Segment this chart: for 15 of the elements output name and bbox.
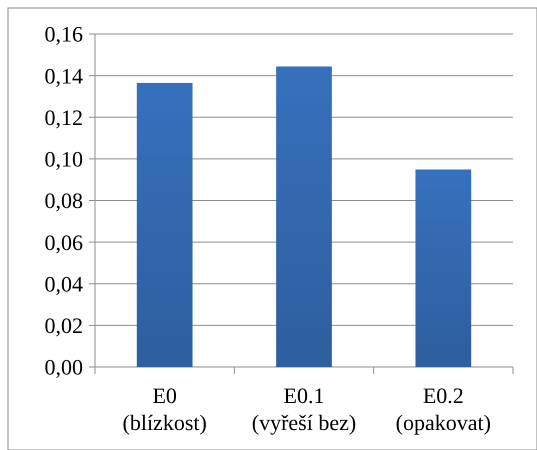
- x-tick-label: E0.2 (opakovat): [396, 383, 491, 435]
- bar: [276, 66, 332, 367]
- x-tick-label: E0 (blízkost): [122, 383, 207, 435]
- y-tick-label: 0,02: [44, 313, 83, 338]
- y-tick-label: 0,12: [44, 104, 83, 130]
- y-tick-label: 0,00: [44, 354, 83, 380]
- y-tick-label: 0,06: [44, 230, 83, 255]
- y-tick-label: 0,04: [44, 271, 83, 296]
- y-tick-label: 0,16: [44, 22, 83, 47]
- y-tick-label: 0,08: [44, 188, 83, 214]
- y-tick-label: 0,10: [44, 146, 83, 172]
- y-tick-label: 0,14: [44, 63, 83, 88]
- bar: [415, 169, 472, 367]
- x-tick-label: E0.1 (vyřeší bez): [252, 383, 356, 435]
- bar: [136, 82, 193, 367]
